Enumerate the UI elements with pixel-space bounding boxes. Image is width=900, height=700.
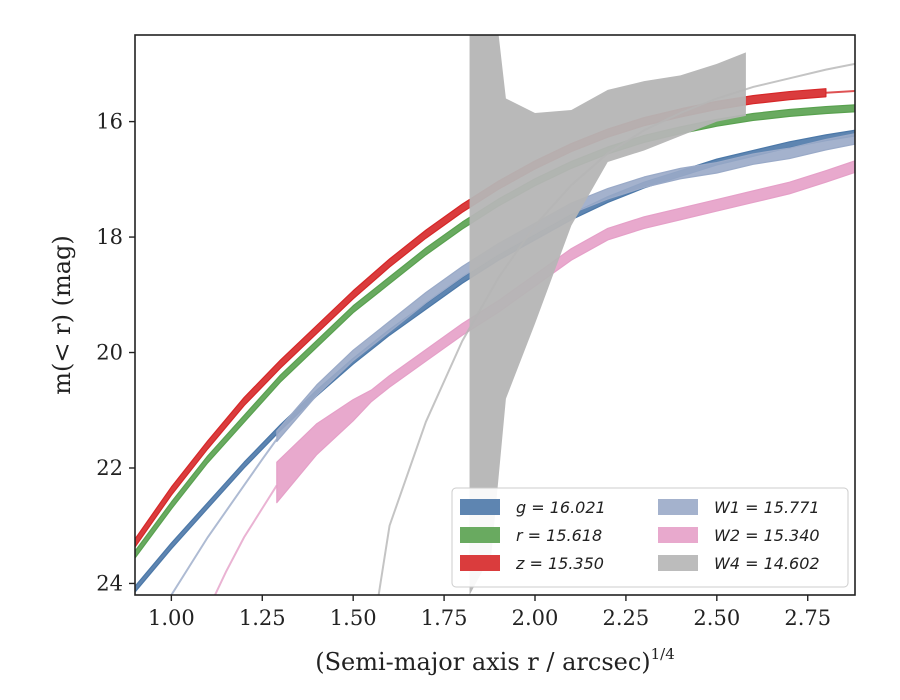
x-tick-label: 1.25 [239, 606, 286, 630]
series-3-model-line [170, 438, 278, 595]
plot-frame [134, 34, 856, 596]
x-tick-label: 1.75 [421, 606, 468, 630]
y-tick-label: 16 [96, 110, 123, 134]
x-tick-label: 2.00 [512, 606, 559, 630]
legend-swatch [460, 527, 500, 543]
legend: g = 16.021 r = 15.618 z = 15.350 W1 = 15.77… [451, 487, 849, 588]
series-5-model-line [377, 62, 855, 595]
x-tick-label: 2.75 [784, 606, 831, 630]
x-axis-label: (Semi-major axis r / arcsec)1/4 [315, 645, 675, 676]
legend-swatch [658, 555, 698, 571]
y-tick-label: 18 [96, 225, 123, 249]
series-5-band [469, 35, 746, 595]
y-tick-label: 20 [96, 341, 123, 365]
legend-swatch [658, 527, 698, 543]
x-tick-label: 2.50 [693, 606, 740, 630]
series-2-model-line [825, 90, 855, 94]
legend-label: g = 16.021 [516, 498, 606, 517]
y-axis-ticks: 16 18 20 22 24 [96, 110, 135, 595]
legend-swatch [460, 555, 500, 571]
series-bands [135, 35, 855, 595]
legend-box [451, 487, 849, 588]
legend-label: W4 = 14.602 [714, 554, 820, 573]
x-axis-ticks: 1.00 1.25 1.50 1.75 2.00 2.25 2.50 2.75 [148, 595, 831, 630]
x-tick-label: 1.50 [330, 606, 377, 630]
series-1-band [135, 104, 855, 559]
legend-label: W2 = 15.340 [714, 526, 820, 545]
legend-label: z = 15.350 [515, 554, 604, 573]
x-tick-label: 2.25 [603, 606, 650, 630]
model-lines [170, 62, 855, 595]
legend-swatch [658, 499, 698, 515]
legend-swatch [460, 499, 500, 515]
x-tick-label: 1.00 [148, 606, 195, 630]
series-2-band [135, 88, 827, 548]
series-4-band [276, 160, 855, 504]
y-axis-label: m(< r) (mag) [48, 235, 76, 394]
series-4-model-line [214, 484, 278, 595]
legend-label: r = 15.618 [516, 526, 602, 545]
y-tick-label: 24 [96, 571, 123, 595]
legend-label: W1 = 15.771 [714, 498, 820, 517]
y-tick-label: 22 [96, 456, 123, 480]
